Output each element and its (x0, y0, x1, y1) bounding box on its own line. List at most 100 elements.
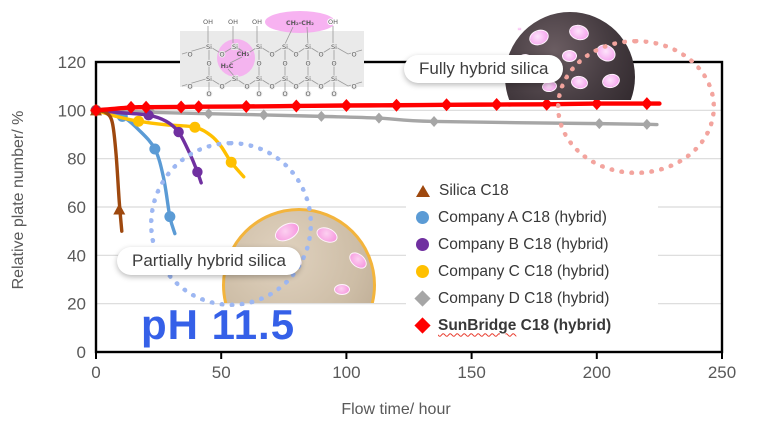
svg-text:Si: Si (305, 43, 311, 51)
data-point-diamond (540, 97, 553, 111)
particle-spot (517, 27, 522, 31)
legend-label: Company A C18 (hybrid) (438, 208, 607, 226)
legend-label: Company C C18 (hybrid) (438, 262, 610, 280)
data-point-circle (149, 143, 161, 155)
ch2-label: CH₂ (237, 51, 250, 58)
data-point-circle (189, 121, 201, 133)
y-tick-label: 120 (58, 53, 86, 72)
svg-text:O: O (206, 60, 211, 68)
data-point-diamond (374, 112, 384, 124)
ph-annotation: pH 11.5 (141, 301, 296, 348)
fully-hybrid-highlight-circle (556, 39, 716, 175)
svg-text:O: O (293, 83, 298, 91)
circle-marker-icon (416, 211, 429, 224)
svg-text:Si: Si (331, 75, 337, 83)
svg-text:O: O (305, 90, 310, 98)
x-tick-label: 150 (457, 363, 485, 382)
svg-text:Si: Si (206, 43, 212, 51)
diamond-marker-icon (414, 317, 431, 334)
data-point-diamond (440, 98, 453, 112)
legend-label: Silica C18 (439, 181, 509, 199)
hybrid-silica-structure-diagram: OH OH OH OH Si Si Si Si Si Si O O O O O … (180, 11, 364, 98)
x-tick-label: 100 (332, 363, 360, 382)
svg-text:Si: Si (256, 43, 262, 51)
data-point-diamond (90, 103, 102, 117)
y-tick-label: 0 (77, 343, 86, 362)
data-point-diamond (429, 115, 439, 127)
legend-label: Company B C18 (hybrid) (438, 235, 609, 253)
data-point-diamond (258, 109, 269, 121)
data-point-diamond (390, 98, 403, 112)
data-point-diamond (290, 99, 303, 113)
svg-text:Si: Si (282, 43, 288, 51)
particle-spot (334, 284, 350, 295)
svg-text:O: O (331, 90, 336, 98)
svg-text:Si: Si (256, 75, 262, 83)
svg-text:O: O (318, 83, 323, 91)
circle-marker-icon (416, 238, 429, 251)
triangle-marker-icon (416, 184, 430, 197)
data-point-diamond (192, 100, 205, 114)
particle-spot (562, 50, 577, 62)
legend-item-silica: Silica C18 (416, 177, 658, 204)
y-tick-label: 100 (58, 101, 86, 120)
ethylene-bridge-highlight (265, 11, 335, 33)
legend-item-company-c: Company C C18 (hybrid) (416, 258, 658, 285)
x-tick-label: 200 (583, 363, 611, 382)
x-axis-title: Flow time/ hour (341, 401, 451, 418)
h2c-label: H₂C (221, 63, 234, 70)
svg-text:Si: Si (331, 43, 337, 51)
data-point-diamond (175, 100, 187, 114)
svg-text:Si: Si (206, 75, 212, 83)
y-tick-label: 40 (67, 246, 86, 265)
svg-text:Si: Si (232, 75, 238, 83)
y-tick-label: 80 (67, 150, 86, 169)
svg-text:O: O (331, 60, 336, 68)
data-point-diamond (125, 100, 137, 114)
svg-text:O: O (206, 90, 211, 98)
partially-hybrid-callout: Partially hybrid silica (117, 247, 301, 275)
data-point-diamond (203, 108, 214, 120)
svg-text:OH: OH (252, 18, 262, 26)
data-point-diamond (140, 100, 152, 114)
partially-hybrid-highlight-circle (149, 141, 313, 307)
circle-marker-icon (416, 265, 429, 278)
y-axis-title: Relative plate number/ % (10, 110, 27, 290)
svg-text:O: O (305, 60, 310, 68)
svg-text:Si: Si (305, 75, 311, 83)
x-tick-label: 0 (91, 363, 100, 382)
svg-text:O: O (244, 51, 249, 59)
data-point-diamond (240, 99, 253, 113)
y-tick-label: 60 (67, 198, 86, 217)
svg-text:O: O (256, 90, 261, 98)
svg-text:O: O (187, 51, 192, 59)
svg-text:Si: Si (232, 43, 238, 51)
svg-text:O: O (282, 90, 287, 98)
diamond-marker-icon (414, 290, 431, 307)
y-tick-label: 20 (67, 295, 86, 314)
svg-text:O: O (318, 51, 323, 59)
data-point-circle (133, 115, 145, 127)
legend-item-company-a: Company A C18 (hybrid) (416, 204, 658, 231)
legend-item-company-d: Company D C18 (hybrid) (414, 285, 658, 312)
fully-hybrid-callout: Fully hybrid silica (404, 55, 564, 83)
ethyl-group-highlight (217, 39, 255, 77)
legend-label: SunBridge C18 (hybrid) (438, 316, 612, 334)
atom-labels: OH OH OH OH Si Si Si Si Si Si O O O O O … (186, 17, 357, 98)
svg-text:O: O (351, 83, 356, 91)
svg-text:OH: OH (203, 18, 213, 26)
svg-text:OH: OH (228, 18, 238, 26)
svg-text:O: O (351, 51, 356, 59)
legend-label: Company D C18 (hybrid) (438, 289, 610, 307)
svg-text:O: O (256, 60, 261, 68)
svg-text:O: O (219, 83, 224, 91)
data-point-triangle (113, 203, 126, 215)
svg-text:O: O (269, 51, 274, 59)
x-tick-label: 250 (708, 363, 736, 382)
svg-text:O: O (293, 51, 298, 59)
svg-text:O: O (187, 83, 192, 91)
svg-text:Si: Si (282, 75, 288, 83)
svg-text:O: O (219, 51, 224, 59)
data-point-circle (173, 126, 184, 138)
